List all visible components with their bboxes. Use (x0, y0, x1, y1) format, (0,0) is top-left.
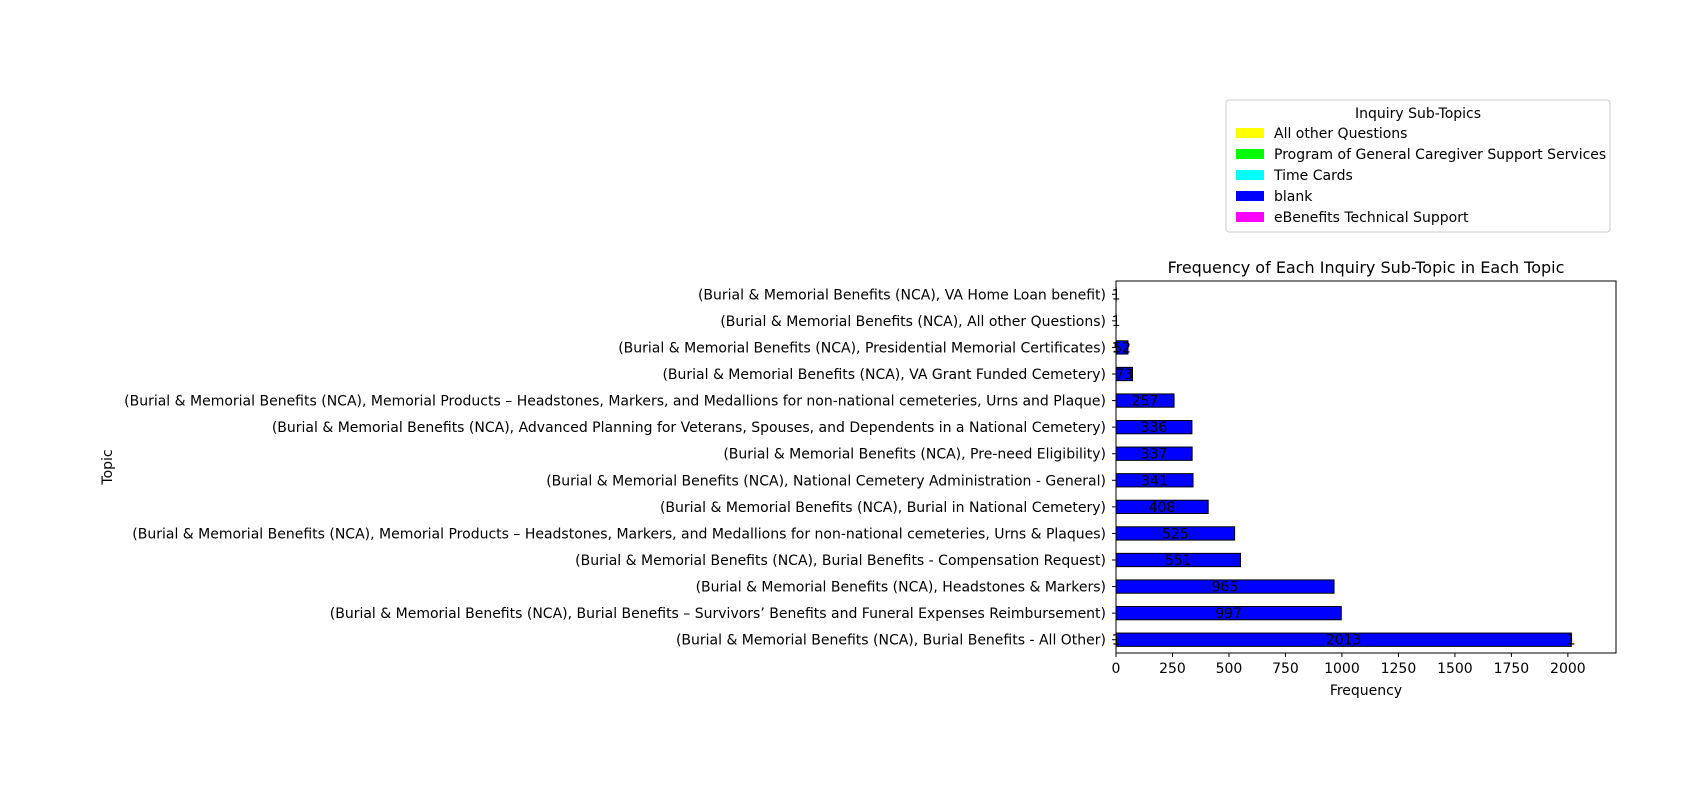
y-tick-label-2: (Burial & Memorial Benefits (NCA), Heads… (696, 580, 1106, 596)
bar-label-9-series-3: 257 (1132, 394, 1159, 410)
y-tick-label-11: (Burial & Memorial Benefits (NCA), Presi… (618, 340, 1106, 356)
legend: Inquiry Sub-Topics All other Questions Pr… (1225, 99, 1611, 233)
y-tick-label-6: (Burial & Memorial Benefits (NCA), Natio… (546, 473, 1106, 489)
legend-label-3: blank (1274, 189, 1313, 205)
x-tick-label-5: 1250 (1381, 661, 1417, 677)
y-tick-label-12: (Burial & Memorial Benefits (NCA), All o… (720, 314, 1106, 330)
y-tick-label-9: (Burial & Memorial Benefits (NCA), Memor… (124, 394, 1106, 410)
y-tick-label-8: (Burial & Memorial Benefits (NCA), Advan… (272, 420, 1106, 436)
bar-label-5-series-3: 408 (1149, 500, 1176, 516)
legend-label-2: Time Cards (1273, 168, 1353, 184)
bar-label-10-series-3: 73 (1115, 367, 1133, 383)
legend-swatch-4 (1236, 212, 1264, 222)
y-tick-label-7: (Burial & Memorial Benefits (NCA), Pre-n… (723, 447, 1106, 463)
legend-swatch-1 (1236, 149, 1264, 159)
y-tick-label-5: (Burial & Memorial Benefits (NCA), Buria… (660, 500, 1106, 516)
bar-label-6-series-3: 341 (1141, 473, 1168, 489)
bar-label-8-series-3: 336 (1141, 420, 1168, 436)
x-tick-label-6: 1500 (1437, 661, 1473, 677)
y-tick-label-4: (Burial & Memorial Benefits (NCA), Memor… (132, 526, 1106, 542)
y-axis: (Burial & Memorial Benefits (NCA), Buria… (124, 287, 1116, 649)
bar-label-1-series-3: 997 (1215, 606, 1242, 622)
bar-label-11-series-3: 52 (1113, 340, 1131, 356)
x-tick-label-1: 250 (1159, 661, 1186, 677)
bar-label-0-series-4: 1 (1567, 633, 1576, 649)
chart-title: Frequency of Each Inquiry Sub-Topic in E… (1168, 258, 1565, 277)
bars (1115, 287, 1572, 647)
x-tick-label-2: 500 (1216, 661, 1243, 677)
y-tick-label-3: (Burial & Memorial Benefits (NCA), Buria… (575, 553, 1106, 569)
y-tick-label-0: (Burial & Memorial Benefits (NCA), Buria… (676, 633, 1106, 649)
y-tick-label-1: (Burial & Memorial Benefits (NCA), Buria… (330, 606, 1106, 622)
legend-entries: All other Questions Program of General Ca… (1236, 126, 1606, 226)
bar-label-0-series-3: 2013 (1326, 633, 1362, 649)
x-tick-label-4: 1000 (1324, 661, 1360, 677)
legend-label-4: eBenefits Technical Support (1274, 210, 1469, 226)
legend-swatch-3 (1236, 191, 1264, 201)
legend-swatch-0 (1236, 128, 1264, 138)
legend-label-0: All other Questions (1274, 126, 1407, 142)
x-tick-label-3: 750 (1272, 661, 1299, 677)
bar-label-2-series-3: 965 (1212, 580, 1239, 596)
legend-swatch-2 (1236, 170, 1264, 180)
x-tick-label-7: 1750 (1494, 661, 1530, 677)
bar-label-4-series-3: 525 (1162, 526, 1189, 542)
legend-frame (1225, 99, 1611, 233)
legend-title: Inquiry Sub-Topics (1355, 106, 1481, 122)
bar-label-3-series-3: 551 (1165, 553, 1192, 569)
y-tick-label-13: (Burial & Memorial Benefits (NCA), VA Ho… (698, 287, 1106, 303)
y-tick-label-10: (Burial & Memorial Benefits (NCA), VA Gr… (662, 367, 1106, 383)
x-tick-label-0: 0 (1112, 661, 1121, 677)
plot-frame (1115, 280, 1617, 654)
legend-label-1: Program of General Caregiver Support Ser… (1274, 147, 1606, 163)
bar-label-7-series-3: 337 (1141, 447, 1168, 463)
x-axis: 0 250 500 750 1000 1250 1500 1750 2000 (1112, 653, 1586, 677)
x-tick-label-8: 2000 (1550, 661, 1586, 677)
y-axis-label: Topic (100, 449, 116, 485)
x-axis-label: Frequency (1330, 683, 1402, 699)
